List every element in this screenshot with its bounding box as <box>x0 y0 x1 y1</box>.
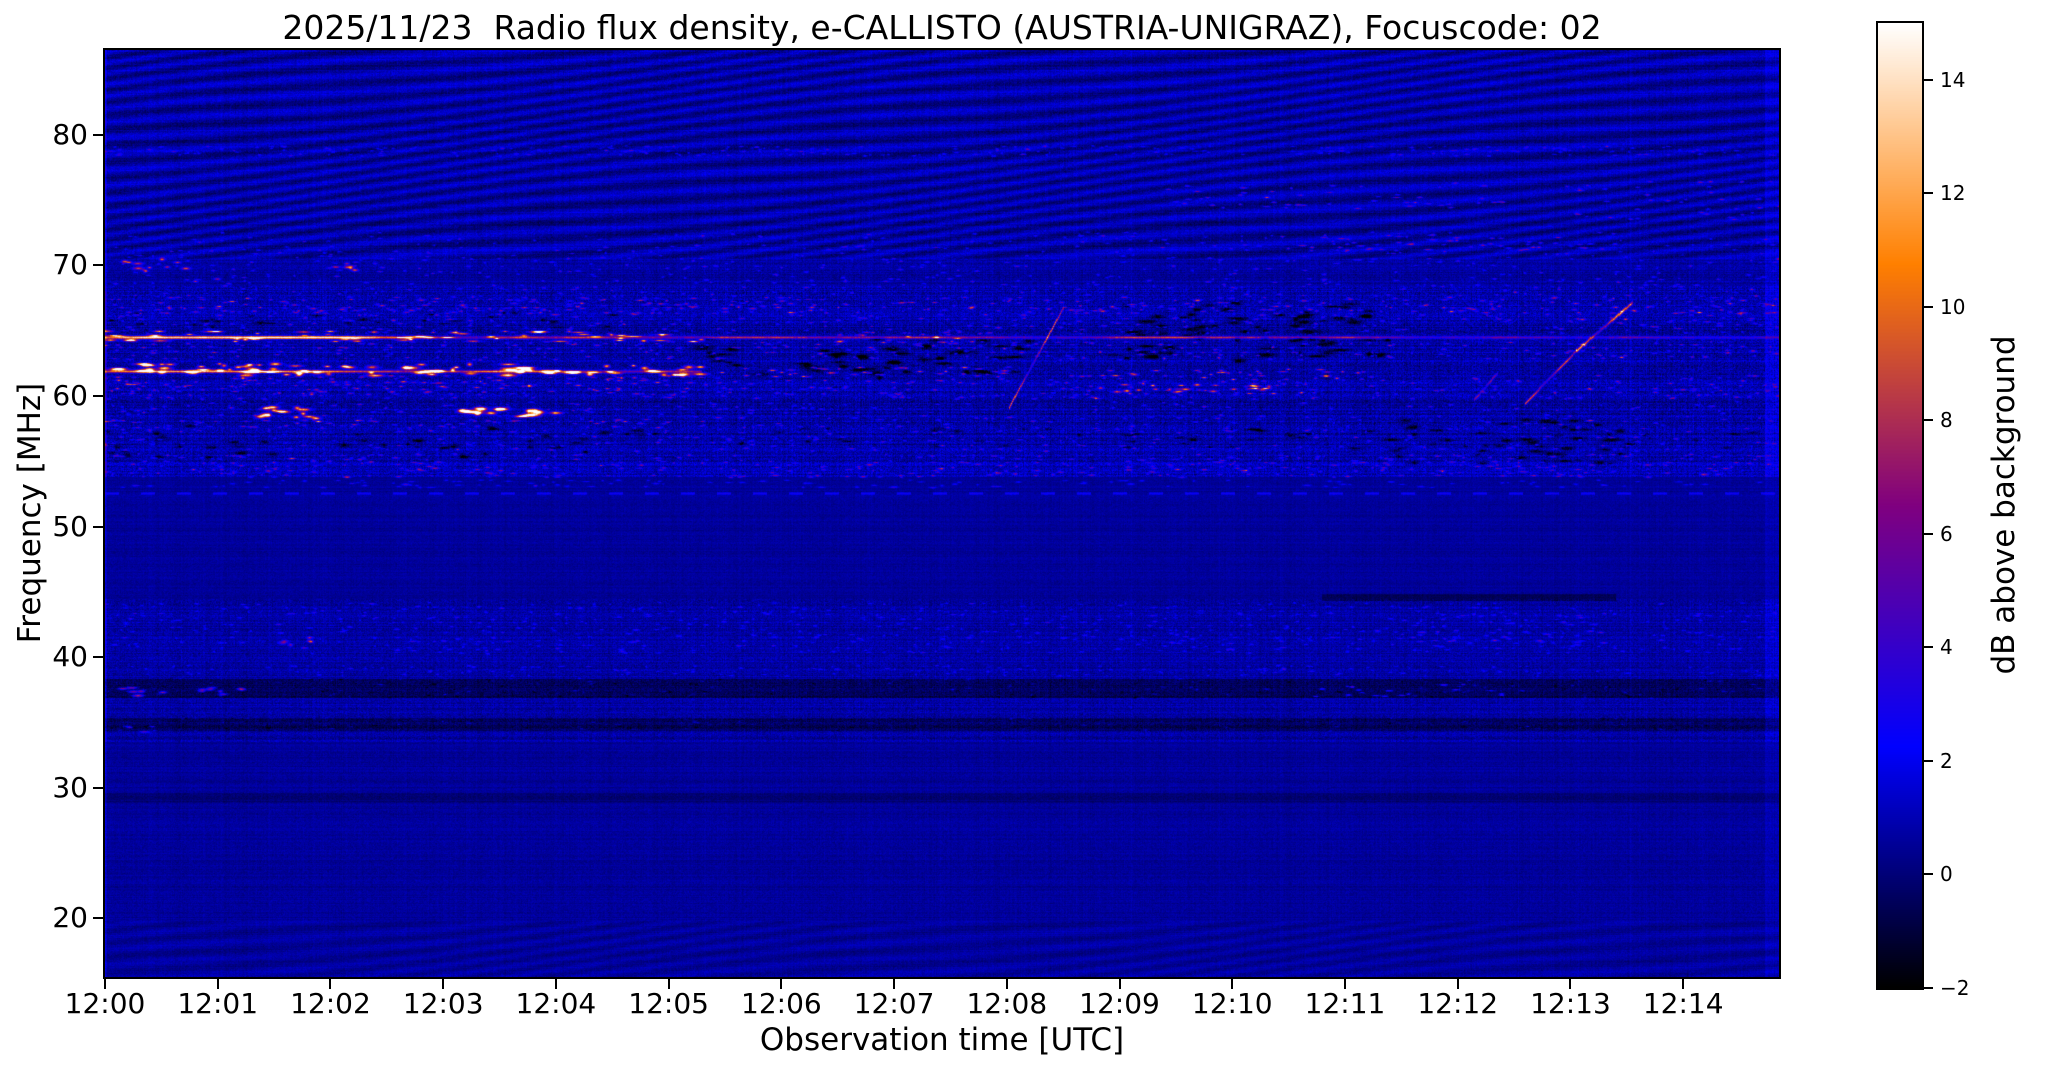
x-tick-label: 12:05 <box>628 987 709 1020</box>
x-tick-mark <box>1569 979 1572 989</box>
colorbar-tick-mark <box>1924 305 1933 308</box>
x-tick-mark <box>1005 979 1008 989</box>
x-tick-label: 12:00 <box>64 987 146 1020</box>
y-tick-label: 70 <box>52 248 88 282</box>
colorbar-tick-label: 6 <box>1940 521 1953 546</box>
x-tick-label: 12:10 <box>1191 987 1273 1020</box>
x-tick-label: 12:09 <box>1079 987 1160 1020</box>
colorbar-tick-mark <box>1924 873 1933 876</box>
y-tick-label: 60 <box>52 378 88 412</box>
x-tick-mark <box>104 979 106 989</box>
y-tick-label: 20 <box>52 901 88 935</box>
colorbar-tick-label: −2 <box>1940 976 1970 1000</box>
x-tick-mark <box>329 979 332 989</box>
spectrogram-canvas <box>105 50 1779 977</box>
x-tick-label: 12:14 <box>1642 987 1724 1020</box>
x-tick-mark <box>1118 979 1121 989</box>
x-tick-label: 12:01 <box>177 987 259 1020</box>
colorbar-tick-mark <box>1924 78 1933 81</box>
y-tick-mark <box>93 656 103 659</box>
y-tick-label: 80 <box>52 117 88 151</box>
colorbar-tick-label: 12 <box>1940 181 1966 206</box>
y-axis-label: Frequency [MHz] <box>12 382 48 644</box>
colorbar-canvas <box>1878 23 1922 988</box>
colorbar-tick-label: 14 <box>1940 67 1966 92</box>
x-tick-mark <box>1344 979 1346 989</box>
x-tick-label: 12:08 <box>966 987 1048 1020</box>
colorbar-tick-label: 10 <box>1940 294 1966 319</box>
colorbar-tick-label: 2 <box>1940 748 1953 773</box>
y-tick-label: 40 <box>52 640 88 674</box>
y-tick-mark <box>93 786 103 789</box>
x-tick-label: 12:13 <box>1530 987 1611 1020</box>
colorbar-tick-mark <box>1924 759 1933 762</box>
x-tick-mark <box>216 979 219 989</box>
colorbar-label: dB above background <box>1986 335 2022 675</box>
x-axis-label: Observation time [UTC] <box>759 1022 1125 1058</box>
x-tick-mark <box>1682 979 1685 989</box>
x-tick-label: 12:06 <box>741 987 822 1020</box>
colorbar-tick-mark <box>1924 192 1933 195</box>
x-tick-mark <box>893 979 896 989</box>
x-tick-label: 12:04 <box>515 987 597 1020</box>
colorbar <box>1876 21 1924 990</box>
colorbar-tick-mark <box>1924 987 1933 989</box>
y-tick-mark <box>93 394 103 397</box>
y-tick-mark <box>93 525 103 528</box>
y-tick-mark <box>93 917 103 920</box>
y-tick-label: 50 <box>52 509 88 543</box>
x-tick-mark <box>554 979 557 989</box>
colorbar-tick-label: 0 <box>1940 862 1953 887</box>
x-tick-label: 12:02 <box>290 987 371 1020</box>
y-tick-mark <box>93 133 103 136</box>
x-tick-mark <box>442 979 445 989</box>
x-tick-mark <box>1456 979 1459 989</box>
x-tick-mark <box>667 979 670 989</box>
x-tick-mark <box>780 979 783 989</box>
colorbar-tick-label: 4 <box>1940 635 1953 660</box>
x-tick-label: 12:11 <box>1304 987 1386 1020</box>
spectrogram-plot-area <box>103 48 1781 979</box>
colorbar-tick-mark <box>1924 532 1933 535</box>
x-tick-mark <box>1231 979 1234 989</box>
x-tick-label: 12:07 <box>853 987 935 1020</box>
chart-title: 2025/11/23 Radio flux density, e-CALLIST… <box>282 8 1602 47</box>
x-tick-label: 12:03 <box>402 987 484 1020</box>
colorbar-tick-mark <box>1924 419 1933 422</box>
y-tick-label: 30 <box>52 770 88 804</box>
colorbar-tick-label: 8 <box>1940 408 1953 433</box>
x-tick-label: 12:12 <box>1417 987 1499 1020</box>
colorbar-tick-mark <box>1924 646 1933 649</box>
y-tick-mark <box>93 264 103 267</box>
